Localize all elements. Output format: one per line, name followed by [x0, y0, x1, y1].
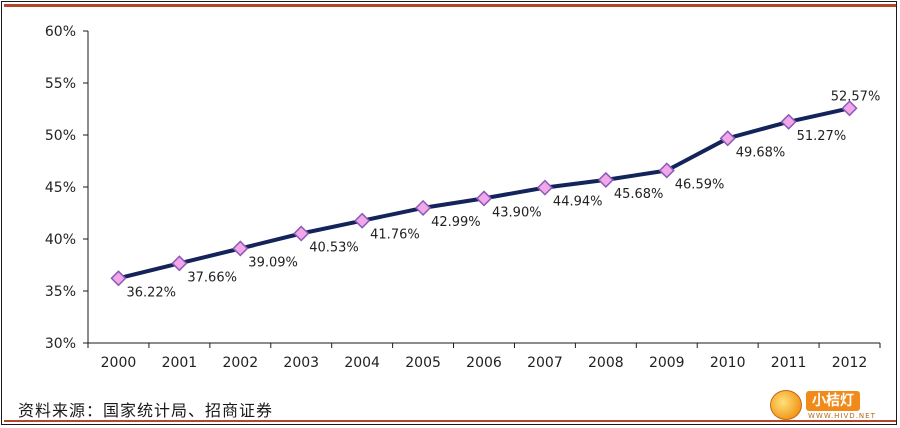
watermark-subtext: WWW.HIVD.NET — [808, 412, 876, 420]
y-tick-label: 40% — [45, 232, 76, 248]
data-label: 52.57% — [831, 89, 881, 104]
data-labels: 36.22% 37.66% 39.09% 40.53% 41.76% 42.99% 43.9… — [126, 89, 880, 300]
data-point-marker — [536, 179, 553, 196]
y-tick-label: 55% — [45, 76, 76, 92]
x-tick-label: 2009 — [649, 355, 685, 371]
x-tick-label: 2007 — [527, 355, 563, 371]
y-tick-label: 30% — [45, 336, 76, 352]
data-label: 43.90% — [492, 205, 542, 220]
y-tick-label: 35% — [45, 284, 76, 300]
y-tick-label: 45% — [45, 180, 76, 196]
data-point-marker — [780, 113, 797, 130]
bottom-divider — [4, 420, 896, 422]
data-label: 41.76% — [370, 228, 420, 243]
x-tick-label: 2012 — [832, 355, 868, 371]
x-tick-label: 2010 — [710, 355, 746, 371]
data-label: 51.27% — [797, 129, 847, 144]
data-point-marker — [293, 225, 310, 242]
x-tick-label: 2001 — [162, 355, 198, 371]
y-tick-label: 60% — [45, 24, 76, 40]
data-point-marker — [719, 130, 736, 147]
series-markers — [110, 100, 858, 287]
data-point-marker — [354, 212, 371, 229]
y-ticks: 30% 35% 40% 45% 50% 55% 60% — [45, 24, 88, 352]
data-point-marker — [475, 190, 493, 207]
data-point-marker — [171, 255, 188, 272]
x-tick-label: 2011 — [771, 355, 807, 371]
data-label: 46.59% — [675, 177, 725, 192]
data-point-marker — [232, 240, 249, 257]
x-tick-label: 2008 — [588, 355, 624, 371]
watermark: 小桔灯 WWW.HIVD.NET — [770, 388, 892, 420]
data-label: 42.99% — [431, 215, 481, 230]
x-tick-label: 2005 — [405, 355, 441, 371]
data-point-marker — [597, 171, 614, 188]
data-point-marker — [658, 162, 675, 179]
x-tick-label: 2000 — [101, 355, 137, 371]
x-tick-label: 2003 — [283, 355, 319, 371]
y-tick-label: 50% — [45, 128, 76, 144]
source-note: 资料来源：国家统计局、招商证券 — [18, 401, 274, 420]
data-point-marker — [415, 199, 432, 216]
data-label: 36.22% — [126, 285, 176, 300]
x-tick-label: 2002 — [222, 355, 258, 371]
watermark-logo-icon — [770, 390, 802, 420]
watermark-text: 小桔灯 — [806, 391, 860, 411]
data-point-marker — [841, 100, 858, 117]
data-point-marker — [110, 270, 127, 287]
data-label: 39.09% — [248, 255, 298, 270]
top-divider — [4, 4, 896, 7]
x-ticks: 2000 2001 2002 2003 2004 2005 2006 2007 2008 2009… — [87, 343, 881, 371]
chart-axes — [87, 31, 880, 344]
data-label: 45.68% — [614, 187, 664, 202]
data-label: 37.66% — [187, 270, 237, 285]
x-tick-label: 2006 — [466, 355, 502, 371]
data-label: 40.53% — [309, 240, 359, 255]
data-label: 44.94% — [553, 195, 603, 210]
data-label: 49.68% — [736, 145, 786, 160]
x-tick-label: 2004 — [344, 355, 380, 371]
